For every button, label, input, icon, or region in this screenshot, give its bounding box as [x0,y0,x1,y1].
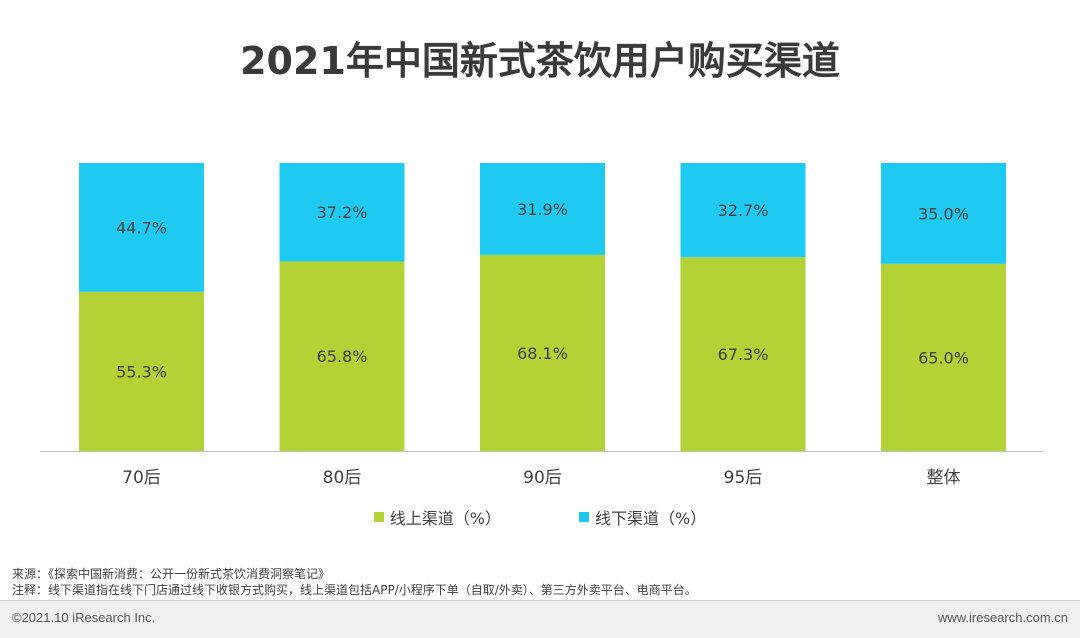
legend-item-offline: 线下渠道（%） [579,505,706,529]
x-tick-label-cat-1: 80后 [323,468,362,488]
bar-offline-cat-4 [881,163,1006,264]
legend: 线上渠道（%） 线下渠道（%） [0,505,1080,529]
footer-divider [0,600,1080,601]
stacked-bar-chart: 55.3% 44.7% 70后 65.8% 37.2% 80后 68.1% 31.9% 90后 6… [40,163,1043,488]
legend-label-online: 线上渠道（%） [389,509,501,528]
bar-online-cat-2 [480,254,605,451]
legend-swatch-offline [579,512,589,522]
data-label-online-cat-3: 67.3% [718,345,769,364]
data-label-offline-cat-1: 37.2% [317,203,368,222]
data-label-offline-cat-3: 32.7% [718,201,769,220]
data-label-offline-cat-2: 31.9% [517,200,568,219]
x-tick-label-cat-3: 95后 [724,468,763,488]
data-label-offline-cat-4: 35.0% [918,204,969,223]
bar-online-cat-0 [79,291,204,451]
legend-item-online: 线上渠道（%） [373,505,501,529]
data-label-online-cat-1: 65.8% [317,347,368,366]
footer: ©2021.10 iResearch Inc. www.iresearch.co… [0,600,1080,638]
data-label-online-cat-4: 65.0% [918,348,969,367]
bar-online-cat-1 [279,261,405,451]
footnote: 注释：线下渠道指在线下门店通过线下收银方式购买，线上渠道包括APP/小程序下单（… [12,583,697,597]
bar-online-cat-4 [881,263,1006,451]
copyright: ©2021.10 iResearch Inc. [12,610,156,625]
data-label-offline-cat-0: 44.7% [116,218,167,237]
data-label-online-cat-0: 55.3% [116,362,167,381]
source-note: 来源：《探索中国新消费：公开一份新式茶饮消费洞察笔记》 [12,567,331,581]
chart-title: 2021年中国新式茶饮用户购买渠道 [240,39,840,83]
notes: 来源：《探索中国新消费：公开一份新式茶饮消费洞察笔记》 注释：线下渠道指在线下门… [12,566,697,598]
x-tick-label-cat-0: 70后 [122,468,161,488]
legend-label-offline: 线下渠道（%） [595,509,707,528]
x-tick-label-cat-2: 90后 [523,468,562,488]
website-link[interactable]: www.iresearch.com.cn [937,610,1068,625]
bar-online-cat-3 [680,257,806,451]
bar-offline-cat-2 [480,163,605,255]
bar-offline-cat-3 [680,163,806,258]
x-tick-label-cat-4: 整体 [927,468,961,488]
legend-swatch-online [373,512,384,522]
data-label-online-cat-2: 68.1% [517,344,568,363]
bar-offline-cat-0 [79,163,204,292]
bar-offline-cat-1 [279,163,405,262]
